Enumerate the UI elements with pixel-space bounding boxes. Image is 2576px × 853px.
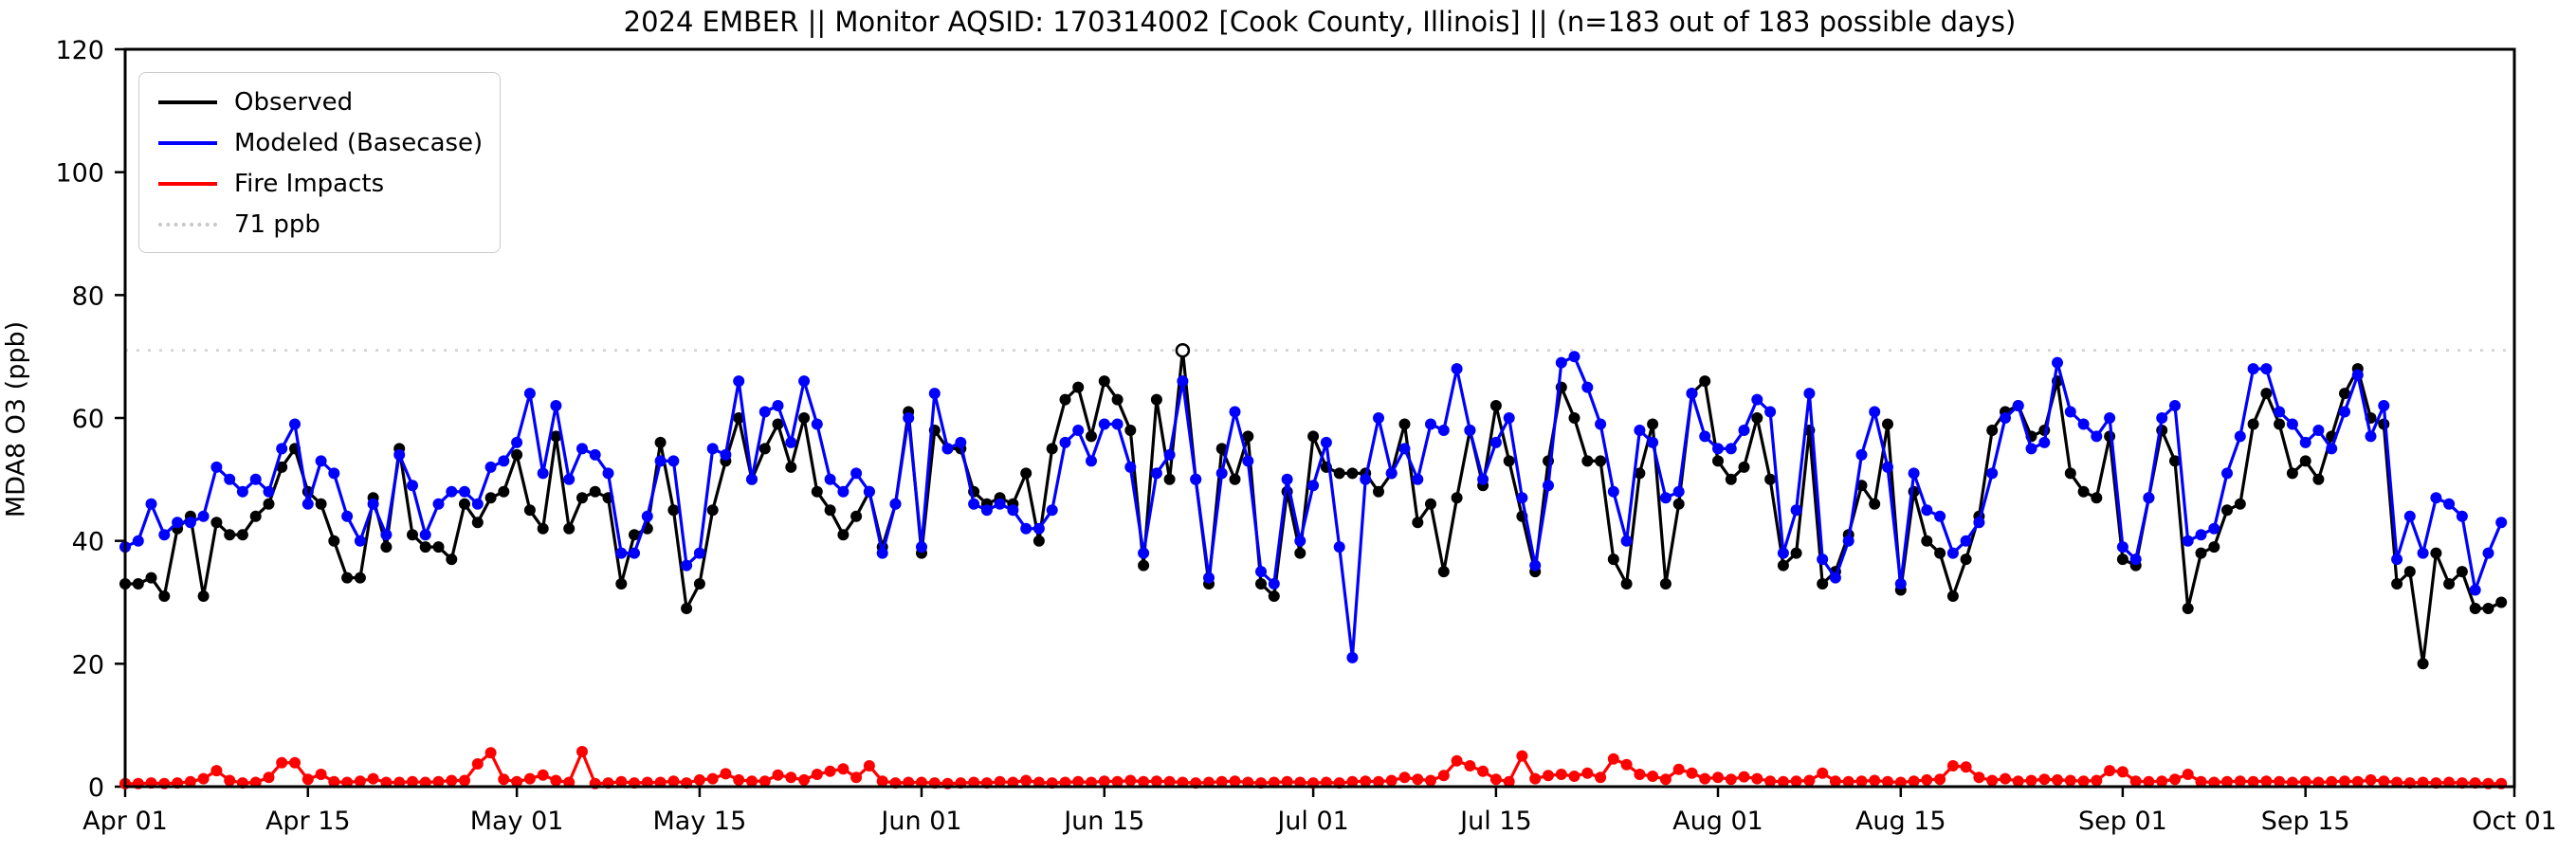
svg-text:120: 120 xyxy=(55,36,104,65)
svg-text:Aug 01: Aug 01 xyxy=(1672,807,1763,836)
legend-label: Modeled (Basecase) xyxy=(234,129,484,157)
observed-line-sample xyxy=(158,100,217,104)
legend-box: Observed Modeled (Basecase) Fire Impacts… xyxy=(138,72,501,253)
svg-text:Jul 01: Jul 01 xyxy=(1275,807,1349,836)
svg-text:100: 100 xyxy=(55,159,104,189)
threshold-line-sample xyxy=(158,223,217,227)
legend-item-71ppb: 71 ppb xyxy=(158,209,481,241)
legend-item-fire: Fire Impacts xyxy=(158,168,481,200)
svg-text:Apr 15: Apr 15 xyxy=(265,807,351,836)
svg-text:May 15: May 15 xyxy=(653,807,747,836)
legend-label: Observed xyxy=(234,88,354,117)
fire-line-sample xyxy=(158,182,217,186)
legend-item-observed: Observed xyxy=(158,86,481,118)
legend-label: 71 ppb xyxy=(234,210,320,239)
legend-item-modeled: Modeled (Basecase) xyxy=(158,127,484,159)
svg-text:Apr 01: Apr 01 xyxy=(82,807,168,836)
svg-text:May 01: May 01 xyxy=(470,807,564,836)
svg-text:Jun 01: Jun 01 xyxy=(879,807,961,836)
svg-text:Oct 01: Oct 01 xyxy=(2472,807,2557,836)
svg-text:Jul 15: Jul 15 xyxy=(1458,807,1532,836)
svg-text:Sep 01: Sep 01 xyxy=(2078,807,2167,836)
modeled-line-sample xyxy=(158,141,217,145)
svg-text:0: 0 xyxy=(88,773,104,803)
svg-text:Sep 15: Sep 15 xyxy=(2261,807,2350,836)
legend-label: Fire Impacts xyxy=(234,170,385,198)
chart-title: 2024 EMBER || Monitor AQSID: 170314002 [… xyxy=(623,6,2017,38)
svg-text:80: 80 xyxy=(72,281,104,311)
svg-text:Aug 15: Aug 15 xyxy=(1855,807,1946,836)
svg-text:40: 40 xyxy=(72,528,104,557)
svg-text:60: 60 xyxy=(72,405,104,434)
svg-text:Jun 15: Jun 15 xyxy=(1062,807,1144,836)
svg-text:20: 20 xyxy=(72,650,104,680)
